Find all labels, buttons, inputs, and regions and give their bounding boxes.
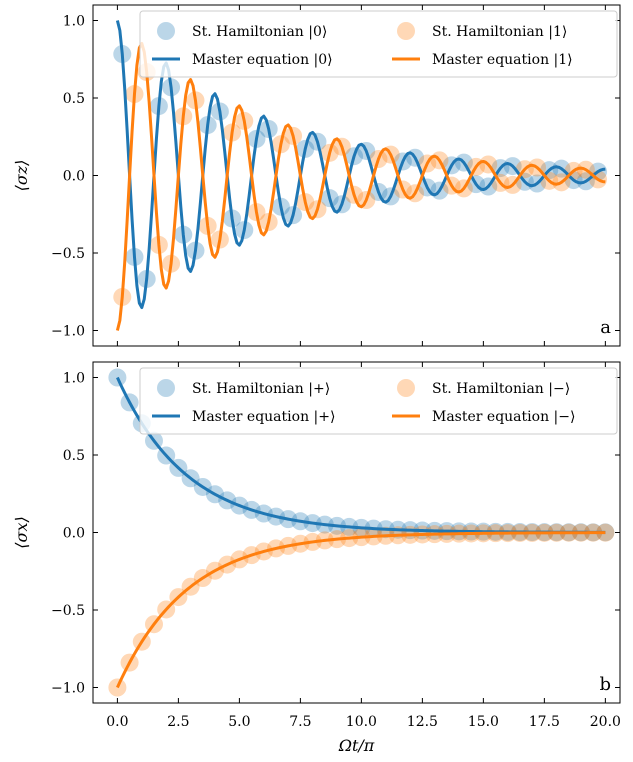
legend-box bbox=[139, 10, 618, 78]
legend-marker bbox=[397, 379, 415, 397]
scatter-point bbox=[108, 368, 127, 387]
y-axis-label: ⟨σz⟩ bbox=[12, 160, 31, 192]
panel-a-chart: −1.0 −0.5 0.0 0.5 1.0 ⟨σz⟩ a St. Hamiltonian |0… bbox=[12, 4, 621, 347]
x-tick-label: 0.0 bbox=[106, 714, 128, 730]
x-tick-label: 12.5 bbox=[407, 714, 438, 730]
x-tick-label: 20.0 bbox=[590, 714, 621, 730]
x-tick-label: 10.0 bbox=[346, 714, 377, 730]
legend-label: Master equation |1⟩ bbox=[432, 52, 573, 68]
x-axis-label: Ωt/π bbox=[338, 736, 375, 755]
plot-area bbox=[113, 20, 608, 331]
y-tick-label: 0.0 bbox=[63, 526, 85, 542]
y-tick-label: 0.5 bbox=[63, 448, 85, 464]
legend-marker bbox=[157, 379, 175, 397]
scatter-point bbox=[596, 523, 615, 542]
legend-box bbox=[139, 367, 618, 435]
legend-label: St. Hamiltonian |1⟩ bbox=[432, 24, 567, 40]
legend-label: St. Hamiltonian |−⟩ bbox=[432, 381, 570, 397]
legend-label: St. Hamiltonian |+⟩ bbox=[192, 381, 330, 397]
plot-area bbox=[108, 368, 615, 697]
legend-label: Master equation |+⟩ bbox=[192, 409, 335, 425]
x-tick-label: 7.5 bbox=[289, 714, 311, 730]
line-series bbox=[115, 41, 606, 331]
legend-label: Master equation |−⟩ bbox=[432, 409, 575, 425]
scatter-point bbox=[596, 523, 615, 542]
panel-b-chart: 0.0 2.5 5.0 7.5 10.0 12.5 15.0 17.5 20.0 −1.0 −0.5… bbox=[12, 361, 621, 755]
x-tick-label: 2.5 bbox=[167, 714, 189, 730]
y-tick-label: 0.5 bbox=[63, 91, 85, 107]
legend: St. Hamiltonian |0⟩ St. Hamiltonian |1⟩ Ma… bbox=[139, 10, 618, 78]
y-tick-label: −0.5 bbox=[51, 246, 85, 262]
y-tick-label: 0.0 bbox=[63, 169, 85, 185]
panel-tag: a bbox=[600, 317, 611, 338]
panel-tag: b bbox=[599, 674, 611, 695]
y-tick-label: −1.0 bbox=[51, 681, 85, 697]
legend-label: Master equation |0⟩ bbox=[192, 52, 333, 68]
legend-marker bbox=[157, 22, 175, 40]
y-tick-label: 1.0 bbox=[63, 371, 85, 387]
x-tick-label: 5.0 bbox=[228, 714, 250, 730]
scatter-series bbox=[108, 523, 615, 697]
line-series bbox=[116, 531, 606, 689]
y-tick-label: −0.5 bbox=[51, 603, 85, 619]
line-series bbox=[115, 20, 606, 310]
legend-marker bbox=[397, 22, 415, 40]
scatter-point bbox=[108, 678, 127, 697]
legend-label: St. Hamiltonian |0⟩ bbox=[192, 24, 327, 40]
y-tick-label: 1.0 bbox=[63, 14, 85, 30]
y-tick-label: −1.0 bbox=[51, 324, 85, 340]
x-tick-label: 17.5 bbox=[529, 714, 560, 730]
legend: St. Hamiltonian |+⟩ St. Hamiltonian |−⟩ Ma… bbox=[139, 367, 618, 435]
x-tick-label: 15.0 bbox=[468, 714, 499, 730]
y-axis-label: ⟨σx⟩ bbox=[12, 516, 31, 548]
